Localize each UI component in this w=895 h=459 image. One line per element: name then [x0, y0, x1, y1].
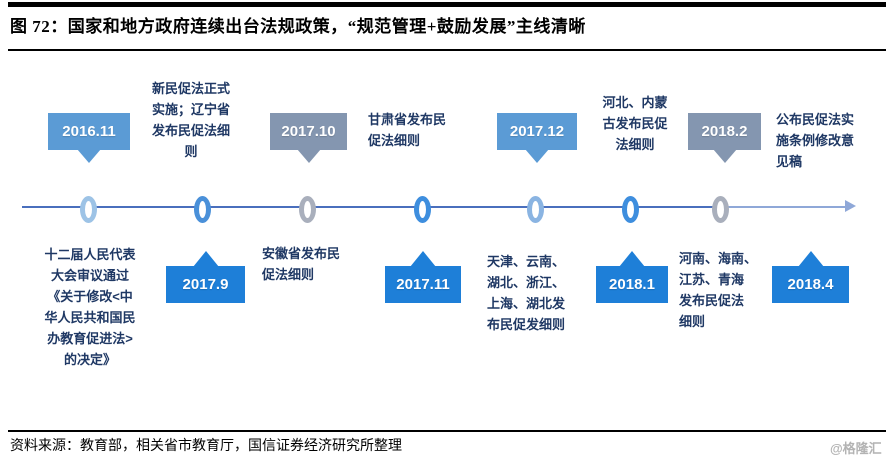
callout-tail-icon — [619, 251, 645, 267]
date-callout-2018-1: 2018.1 — [596, 251, 668, 303]
timeline-node-2017-12 — [527, 196, 544, 223]
event-description-2018-2: 河南、海南、 江苏、青海 发布民促法 细则 — [679, 251, 758, 329]
event-description-2017-12: 天津、云南、 湖北、浙江、 上海、湖北发 布民促发细则 — [487, 254, 566, 332]
timeline-node-2018-2 — [712, 196, 729, 223]
date-label: 2018.2 — [701, 123, 748, 140]
event-description-2017-11: 甘肃省发布民 促法细则 — [368, 112, 447, 148]
date-callout-2017-10: 2017.10 — [270, 113, 347, 163]
event-description-2018-4: 公布民促法实 施条例修改意 见稿 — [776, 112, 855, 169]
date-label: 2018.1 — [609, 276, 655, 293]
figure-title: 图 72：国家和地方政府连续出台法规政策，“规范管理+鼓励发展”主线清晰 — [10, 17, 586, 36]
timeline-node-2016-11 — [80, 196, 97, 223]
date-callout-2018-4: 2018.4 — [772, 251, 849, 303]
date-label: 2017.11 — [396, 276, 450, 293]
callout-tail-icon — [296, 149, 321, 163]
date-callout-2017-12: 2017.12 — [497, 113, 577, 163]
timeline-node-2017-10 — [299, 196, 316, 223]
timeline-node-2018-1 — [622, 196, 639, 223]
date-callout-2017-9: 2017.9 — [166, 251, 245, 303]
date-label: 2017.10 — [281, 123, 336, 140]
timeline-node-2017-9 — [194, 196, 211, 223]
callout-tail-icon — [525, 149, 549, 163]
watermark: @格隆汇 — [830, 441, 882, 456]
date-label: 2018.4 — [787, 276, 834, 293]
date-label: 2016.11 — [62, 123, 116, 140]
date-label: 2017.9 — [182, 276, 229, 293]
callout-tail-icon — [797, 251, 824, 267]
date-label: 2017.12 — [509, 123, 565, 140]
date-callout-2018-2: 2018.2 — [688, 113, 761, 163]
title-divider — [8, 49, 886, 51]
date-callout-2016-11: 2016.11 — [48, 113, 130, 163]
callout-tail-icon — [77, 149, 101, 163]
footer-divider — [8, 430, 886, 432]
date-callout-2017-11: 2017.11 — [385, 251, 461, 303]
event-description-2017-10: 安徽省发布民 促法细则 — [262, 246, 341, 282]
event-description-2018-1: 河北、内蒙 古发布民促 法细则 — [602, 95, 668, 152]
timeline-axis — [22, 206, 725, 208]
event-description-2017-9: 新民促法正式 实施；辽宁省 发布民促法细 则 — [151, 81, 230, 159]
timeline-axis-end — [725, 206, 846, 208]
callout-tail-icon — [410, 251, 436, 267]
event-description-2016-11: 十二届人民代表 大会审议通过 《关于修改<中 华人民共和国民 办教育促进法> 的… — [44, 247, 136, 367]
arrow-right-icon — [845, 200, 856, 212]
callout-tail-icon — [192, 251, 219, 267]
top-divider — [8, 2, 886, 7]
callout-tail-icon — [712, 149, 737, 163]
timeline-node-2017-11 — [414, 196, 431, 223]
source-note: 资料来源：教育部，相关省市教育厅，国信证券经济研究所整理 — [10, 439, 402, 454]
